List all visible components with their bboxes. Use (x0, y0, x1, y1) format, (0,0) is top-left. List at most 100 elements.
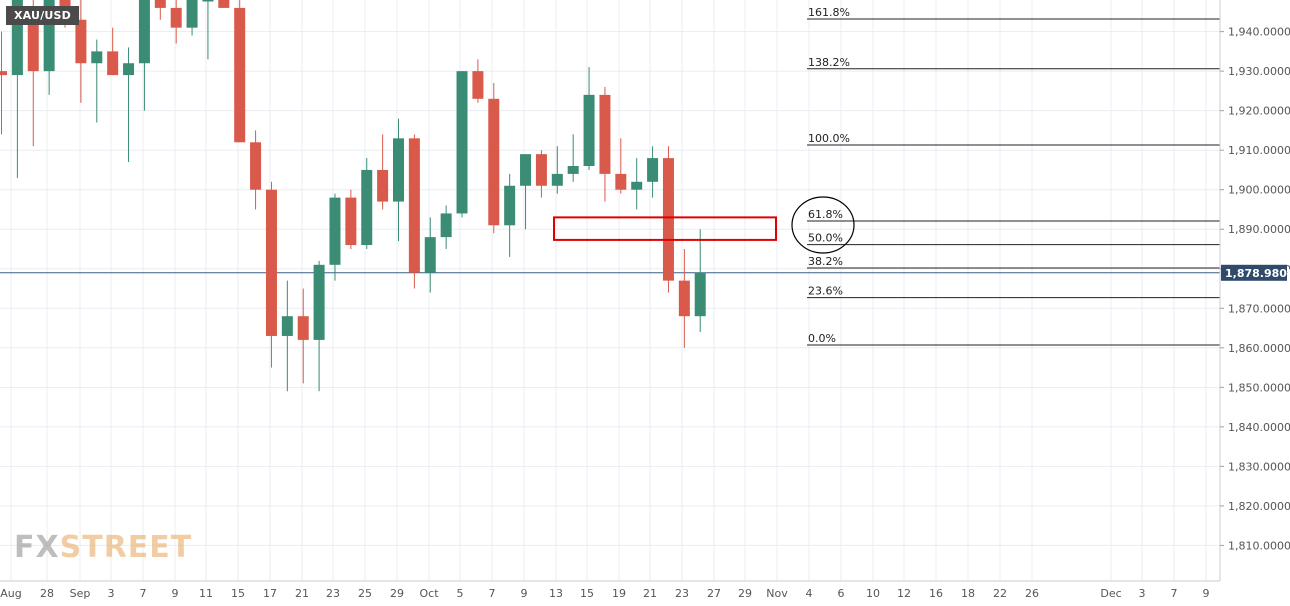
candle-body-up (647, 158, 659, 182)
x-tick-label: 23 (675, 587, 689, 600)
current-price-badge (1221, 264, 1287, 281)
y-tick-label: 1,930.0000 (1228, 65, 1290, 78)
x-tick-label: 9 (172, 587, 179, 600)
y-tick-label: 1,810.0000 (1228, 539, 1290, 552)
candle-body-down (535, 154, 547, 186)
x-tick-label: 13 (549, 587, 563, 600)
y-tick-label: 1,940.0000 (1228, 26, 1290, 39)
watermark-fx: FX (14, 530, 60, 565)
candle-body-up (504, 185, 516, 226)
x-tick-label: 7 (140, 587, 147, 600)
candle-body-up (202, 0, 214, 2)
y-tick-label: 1,890.0000 (1228, 223, 1290, 236)
x-tick-label: 26 (1025, 587, 1039, 600)
fib-label: 161.8% (808, 6, 850, 19)
fxstreet-watermark: FXSTREET (14, 530, 192, 565)
candle-body-down (27, 7, 39, 72)
candle-body-up (123, 63, 135, 76)
candle-body-down (615, 173, 627, 190)
y-tick-label: 1,850.0000 (1228, 381, 1290, 394)
fib-label: 0.0% (808, 332, 836, 345)
candle-body-up (43, 0, 55, 72)
x-tick-label: 21 (643, 587, 657, 600)
candle-body-down (408, 138, 420, 273)
candle-body-down (377, 169, 389, 202)
x-tick-label: Oct (419, 587, 439, 600)
candle-body-up (186, 0, 198, 28)
fib-label: 100.0% (808, 132, 850, 145)
fib-label: 50.0% (808, 232, 843, 245)
candle-body-down (265, 189, 277, 336)
x-tick-label: 4 (806, 587, 813, 600)
x-tick-label: 21 (295, 587, 309, 600)
candle-body-up (440, 213, 452, 238)
y-tick-label: 1,910.0000 (1228, 144, 1290, 157)
fib-label: 38.2% (808, 255, 843, 268)
x-tick-label: 15 (580, 587, 594, 600)
candle-body-up (11, 0, 23, 76)
candle-body-down (345, 197, 357, 246)
annotation-layer (553, 196, 855, 254)
candle-body-up (567, 166, 579, 174)
grid-layer (0, 0, 1220, 581)
candle-body-down (218, 0, 230, 8)
candle-body-up (91, 51, 103, 64)
x-tick-label: 23 (326, 587, 340, 600)
y-tick-label: 1,830.0000 (1228, 460, 1290, 473)
x-tick-label: 17 (263, 587, 277, 600)
candle-body-down (234, 7, 246, 143)
highlight-box (553, 216, 777, 241)
x-tick-label: Dec (1100, 587, 1121, 600)
y-tick-label: 1,860.0000 (1228, 342, 1290, 355)
y-tick-label: 1,840.0000 (1228, 421, 1290, 434)
candle-body-up (551, 173, 563, 186)
candle-body-down (488, 98, 500, 226)
x-tick-label: 25 (358, 587, 372, 600)
candles-layer (0, 0, 706, 392)
candle-body-up (281, 316, 293, 336)
y-tick-label: 1,920.0000 (1228, 105, 1290, 118)
candle-body-up (520, 154, 532, 186)
candle-body-down (662, 158, 674, 281)
candle-body-down (0, 71, 7, 76)
x-tick-label: Sep (70, 587, 91, 600)
candle-body-up (329, 197, 341, 265)
fib-label: 138.2% (808, 56, 850, 69)
fib-label: 23.6% (808, 285, 843, 298)
x-tick-label: 18 (961, 587, 975, 600)
x-tick-label: 3 (108, 587, 115, 600)
x-tick-label: 9 (1203, 587, 1210, 600)
x-tick-label: 22 (993, 587, 1007, 600)
candle-body-down (472, 71, 484, 99)
fib-label: 61.8% (808, 208, 843, 221)
x-tick-label: 28 (40, 587, 54, 600)
current-price-label: 1,878.9800 (1225, 267, 1290, 280)
fibonacci-layer: 161.8% 138.2% 100.0% 61.8% 50.0% 38.2% 23.6% 0.… (0, 6, 1220, 346)
x-tick-label: Nov (766, 587, 788, 600)
candle-body-up (631, 181, 643, 190)
candle-body-down (170, 7, 182, 28)
x-tick-label: 9 (521, 587, 528, 600)
x-tick-label: 27 (707, 587, 721, 600)
candle-body-up (694, 272, 706, 317)
symbol-badge: XAU/USD (6, 6, 79, 25)
x-tick-label: 7 (1171, 587, 1178, 600)
y-tick-label: 1,820.0000 (1228, 500, 1290, 513)
candle-body-down (154, 0, 166, 8)
x-tick-label: Aug (0, 587, 21, 600)
candle-body-down (297, 316, 309, 340)
candle-body-up (424, 237, 436, 273)
candle-body-up (313, 264, 325, 340)
watermark-street: STREET (59, 530, 193, 565)
candle-body-down (678, 280, 690, 317)
x-tick-label: 10 (866, 587, 880, 600)
y-tick-label: 1,870.0000 (1228, 302, 1290, 315)
x-tick-label: 11 (199, 587, 213, 600)
x-tick-label: 15 (231, 587, 245, 600)
candle-body-up (361, 169, 373, 246)
y-tick-label: 1,900.0000 (1228, 184, 1290, 197)
candle-body-down (107, 51, 119, 76)
